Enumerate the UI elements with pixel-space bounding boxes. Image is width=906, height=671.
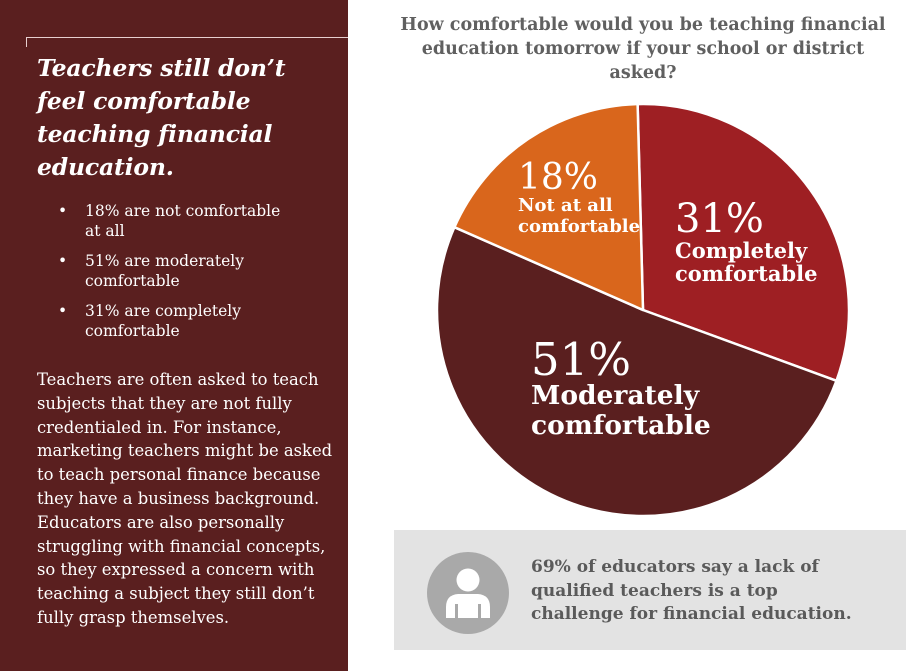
pie-value-label: 31% [675, 196, 764, 242]
pie-slice-moderately-comfortable [435, 225, 838, 518]
bullet-list: 18% are not comfortable at all 51% are m… [58, 202, 298, 352]
pie-category-label: comfortable [675, 261, 817, 286]
pie-category-label: Not at all [518, 195, 613, 216]
pie-category-label: Moderately [531, 380, 701, 411]
person-icon [427, 552, 509, 634]
sidebar-panel: Teachers still don’t feel comfortable te… [0, 0, 348, 671]
pie-value-label: 51% [531, 333, 631, 386]
callout-text: 69% of educators say a lack of qualified… [531, 557, 852, 624]
pie-value-label: 18% [518, 157, 598, 198]
pie-category-label: comfortable [531, 410, 711, 441]
headline: Teachers still don’t feel comfortable te… [37, 54, 286, 181]
bullet-item-not-comfortable: 18% are not comfortable at all [58, 202, 298, 241]
pie-slice-completely-comfortable [636, 102, 851, 383]
sidebar-divider [26, 37, 348, 38]
pie-slice-not-at-all-comfortable [453, 102, 645, 312]
pie-category-label: Completely [675, 238, 808, 263]
chart-title: How comfortable would you be teaching fi… [400, 15, 886, 83]
bullet-item-moderately-comfortable: 51% are moderately comfortable [58, 252, 298, 291]
bullet-item-completely-comfortable: 31% are completely comfortable [58, 302, 298, 341]
sidebar-divider-tick [26, 37, 27, 47]
pie-category-label: comfortable [518, 216, 640, 237]
body-paragraph: Teachers are often asked to teach subjec… [37, 370, 333, 627]
